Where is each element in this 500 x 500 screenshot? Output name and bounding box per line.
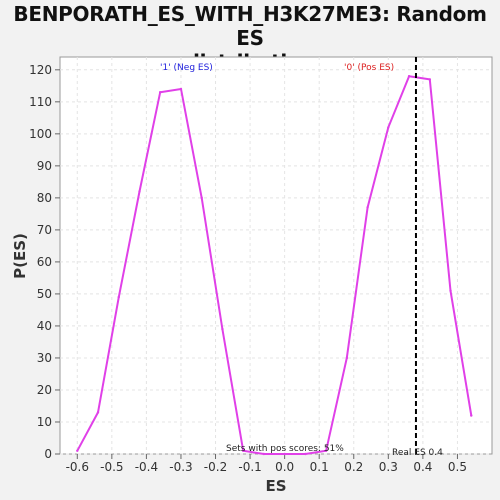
chart-title-line-1: BENPORATH_ES_WITH_H3K27ME3: Random ES [13,2,487,50]
series-line [76,75,473,455]
x-tick-label: -0.2 [204,460,227,474]
data-point [283,452,286,456]
x-axis-label: ES [265,477,286,495]
data-point [324,449,328,452]
y-tick-label: 120 [29,63,52,77]
plot-area [59,56,493,455]
data-point [159,91,162,94]
data-point [221,327,224,331]
x-tick-label: -0.4 [135,460,158,474]
x-tick-label: 0.2 [344,460,363,474]
data-point [304,452,307,456]
data-point [96,411,100,414]
data-point [138,190,141,193]
y-tick-label: 70 [37,223,52,237]
y-tick-label: 50 [37,287,52,301]
neg-es-label: '1' (Neg ES) [160,63,213,73]
y-tick-label: 30 [37,351,52,365]
data-point [76,449,79,452]
x-tick-label: 0.3 [379,460,398,474]
y-tick-label: 80 [37,191,52,205]
y-tick-label: 20 [37,383,52,397]
y-tick-label: 40 [37,319,52,333]
data-point [407,75,411,78]
y-tick-label: 110 [29,95,52,109]
x-tick-label: -0.5 [100,460,123,474]
y-tick-label: 60 [37,255,52,269]
data-point [366,206,369,209]
data-point [200,196,203,200]
y-axis-ticks: 0 10 20 30 40 50 60 70 80 90 100 110 120 [29,63,60,461]
y-tick-label: 90 [37,159,52,173]
y-axis-label: P(ES) [11,233,29,279]
data-point [262,452,266,456]
pos-es-label: '0' (Pos ES) [344,63,394,73]
data-point [179,87,183,91]
x-tick-label: -0.3 [169,460,192,474]
y-tick-label: 0 [44,447,52,461]
x-axis-ticks: -0.6 -0.5 -0.4 -0.3 -0.2 -0.1 0.0 0.1 0.2 0.3 0.4 0… [66,454,467,474]
x-tick-label: 0.1 [310,460,329,474]
series-group [76,75,473,456]
x-tick-label: -0.1 [238,460,261,474]
x-tick-label: 0.0 [275,460,294,474]
data-point [241,449,245,452]
y-tick-label: 10 [37,415,52,429]
data-point [449,289,452,292]
x-tick-label: 0.5 [448,460,467,474]
x-tick-label: 0.4 [413,460,432,474]
data-point [428,78,431,81]
data-point [345,356,349,360]
grid-lines [60,57,492,455]
data-point [470,414,473,417]
sets-with-pos-scores-text: Sets with pos scores: 51% [226,444,344,454]
real-es-text: Real ES 0.4 [392,448,443,458]
y-tick-label: 100 [29,127,52,141]
data-point [387,126,390,129]
data-point [117,295,120,299]
x-tick-label: -0.6 [66,460,89,474]
